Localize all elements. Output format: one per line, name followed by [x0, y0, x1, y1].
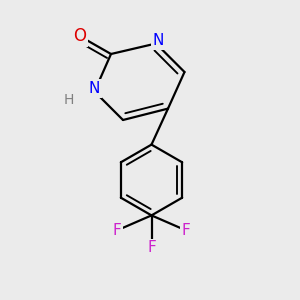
Text: F: F: [147, 240, 156, 255]
Text: N: N: [153, 33, 164, 48]
Text: F: F: [112, 223, 122, 238]
Text: F: F: [182, 223, 190, 238]
Text: N: N: [89, 81, 100, 96]
Text: H: H: [63, 93, 74, 106]
Text: O: O: [73, 27, 86, 45]
